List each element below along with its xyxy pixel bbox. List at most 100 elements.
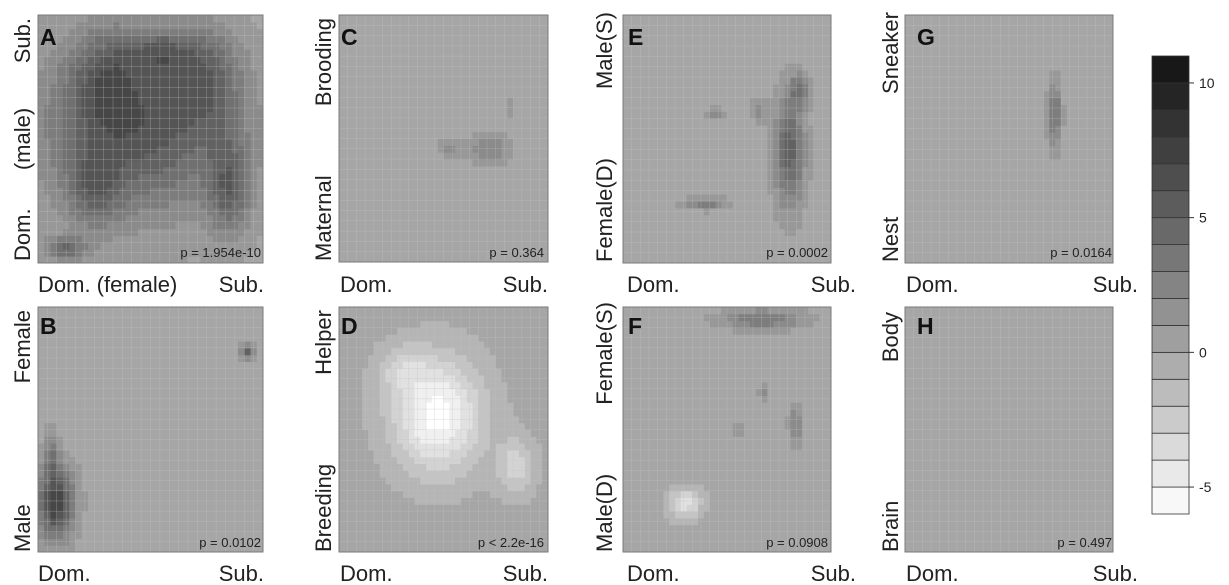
heatmap-cell	[530, 220, 537, 229]
heatmap-cell	[495, 97, 503, 105]
heatmap-cell	[431, 368, 439, 376]
heatmap-cell	[397, 341, 404, 349]
heatmap-cell	[484, 341, 491, 349]
heatmap-cell	[472, 388, 479, 396]
heatmap-cell	[460, 354, 468, 362]
heatmap-cell	[379, 347, 386, 356]
heatmap-cell	[460, 490, 468, 499]
heatmap-cell	[38, 470, 45, 478]
heatmap-cell	[75, 145, 83, 154]
heatmap-cell	[478, 248, 485, 256]
heatmap-cell	[163, 28, 170, 37]
heatmap-cell	[426, 117, 433, 126]
heatmap-cell	[88, 242, 95, 250]
heatmap-cell	[420, 69, 427, 78]
heatmap-cell	[495, 131, 503, 139]
heatmap-cell	[113, 409, 120, 417]
heatmap-cell	[513, 138, 520, 146]
heatmap-cell	[507, 117, 514, 126]
heatmap-cell	[536, 63, 543, 71]
heatmap-cell	[225, 443, 233, 451]
heatmap-cell	[339, 193, 346, 201]
heatmap-cell	[431, 375, 439, 383]
heatmap-cell	[489, 531, 497, 539]
heatmap-cell	[397, 241, 404, 249]
heatmap-cell	[484, 193, 491, 201]
heatmap-cell	[113, 90, 120, 99]
heatmap-cell	[206, 436, 214, 444]
heatmap-cell	[339, 361, 346, 369]
heatmap-cell	[437, 538, 444, 546]
heatmap-cell	[150, 166, 158, 174]
heatmap-cell	[536, 49, 543, 57]
panel-frame	[338, 14, 549, 263]
heatmap-cell	[169, 42, 176, 50]
heatmap-cell	[501, 63, 508, 71]
heatmap-cell	[169, 483, 176, 492]
heatmap-cell	[472, 15, 479, 23]
heatmap-cell	[379, 200, 386, 208]
heatmap-cell	[402, 117, 410, 126]
heatmap-cell	[169, 83, 176, 92]
heatmap-cell	[169, 111, 176, 119]
heatmap-cell	[344, 497, 352, 505]
heatmap-cell	[88, 354, 95, 362]
heatmap-cell	[106, 97, 114, 106]
heatmap-cell	[238, 152, 245, 161]
heatmap-cell	[455, 504, 462, 512]
heatmap-cell	[437, 63, 444, 71]
heatmap-cell	[460, 63, 468, 71]
heatmap-cell	[443, 429, 450, 437]
heatmap-cell	[344, 381, 352, 390]
heatmap-cell	[113, 15, 120, 23]
heatmap-cell	[472, 76, 479, 85]
heatmap-cell	[460, 409, 468, 417]
heatmap-cell	[489, 193, 497, 201]
heatmap-cell	[113, 221, 120, 230]
heatmap-cell	[181, 388, 189, 396]
heatmap-cell	[455, 409, 462, 417]
heatmap-cell	[56, 341, 64, 349]
heatmap-cell	[472, 320, 479, 328]
heatmap-cell	[507, 241, 514, 249]
heatmap-cell	[420, 307, 427, 315]
heatmap-cell	[373, 76, 381, 85]
heatmap-cell	[106, 221, 114, 230]
heatmap-cell	[219, 361, 226, 369]
heatmap-cell	[256, 347, 264, 356]
heatmap-cell	[225, 375, 233, 383]
heatmap-cell	[472, 524, 479, 533]
heatmap-cell	[88, 497, 95, 505]
heatmap-cell	[402, 255, 410, 263]
heatmap-cell	[106, 77, 114, 85]
heatmap-cell	[449, 186, 456, 194]
heatmap-cell	[472, 172, 479, 181]
heatmap-cell	[397, 131, 404, 139]
heatmap-cell	[125, 449, 133, 458]
heatmap-cell	[344, 241, 352, 249]
heatmap-cell	[379, 124, 386, 133]
heatmap-cell	[339, 49, 346, 57]
heatmap-cell	[350, 234, 357, 242]
heatmap-cell	[426, 234, 433, 242]
heatmap-cell	[144, 388, 151, 396]
heatmap-cell	[75, 388, 83, 396]
heatmap-cell	[379, 490, 386, 499]
heatmap-cell	[219, 347, 226, 356]
heatmap-cell	[484, 213, 491, 222]
heatmap-cell	[188, 477, 195, 485]
heatmap-cell	[344, 443, 352, 451]
heatmap-cell	[113, 97, 120, 106]
heatmap-cell	[113, 415, 120, 424]
heatmap-cell	[169, 242, 176, 250]
heatmap-cell	[344, 545, 352, 553]
heatmap-cell	[238, 436, 245, 444]
heatmap-cell	[397, 186, 404, 194]
heatmap-cell	[163, 83, 170, 92]
heatmap-cell	[75, 21, 83, 30]
heatmap-cell	[542, 220, 549, 229]
heatmap-cell	[69, 524, 76, 533]
heatmap-cell	[368, 531, 375, 539]
heatmap-cell	[238, 313, 245, 322]
heatmap-cell	[356, 354, 363, 362]
